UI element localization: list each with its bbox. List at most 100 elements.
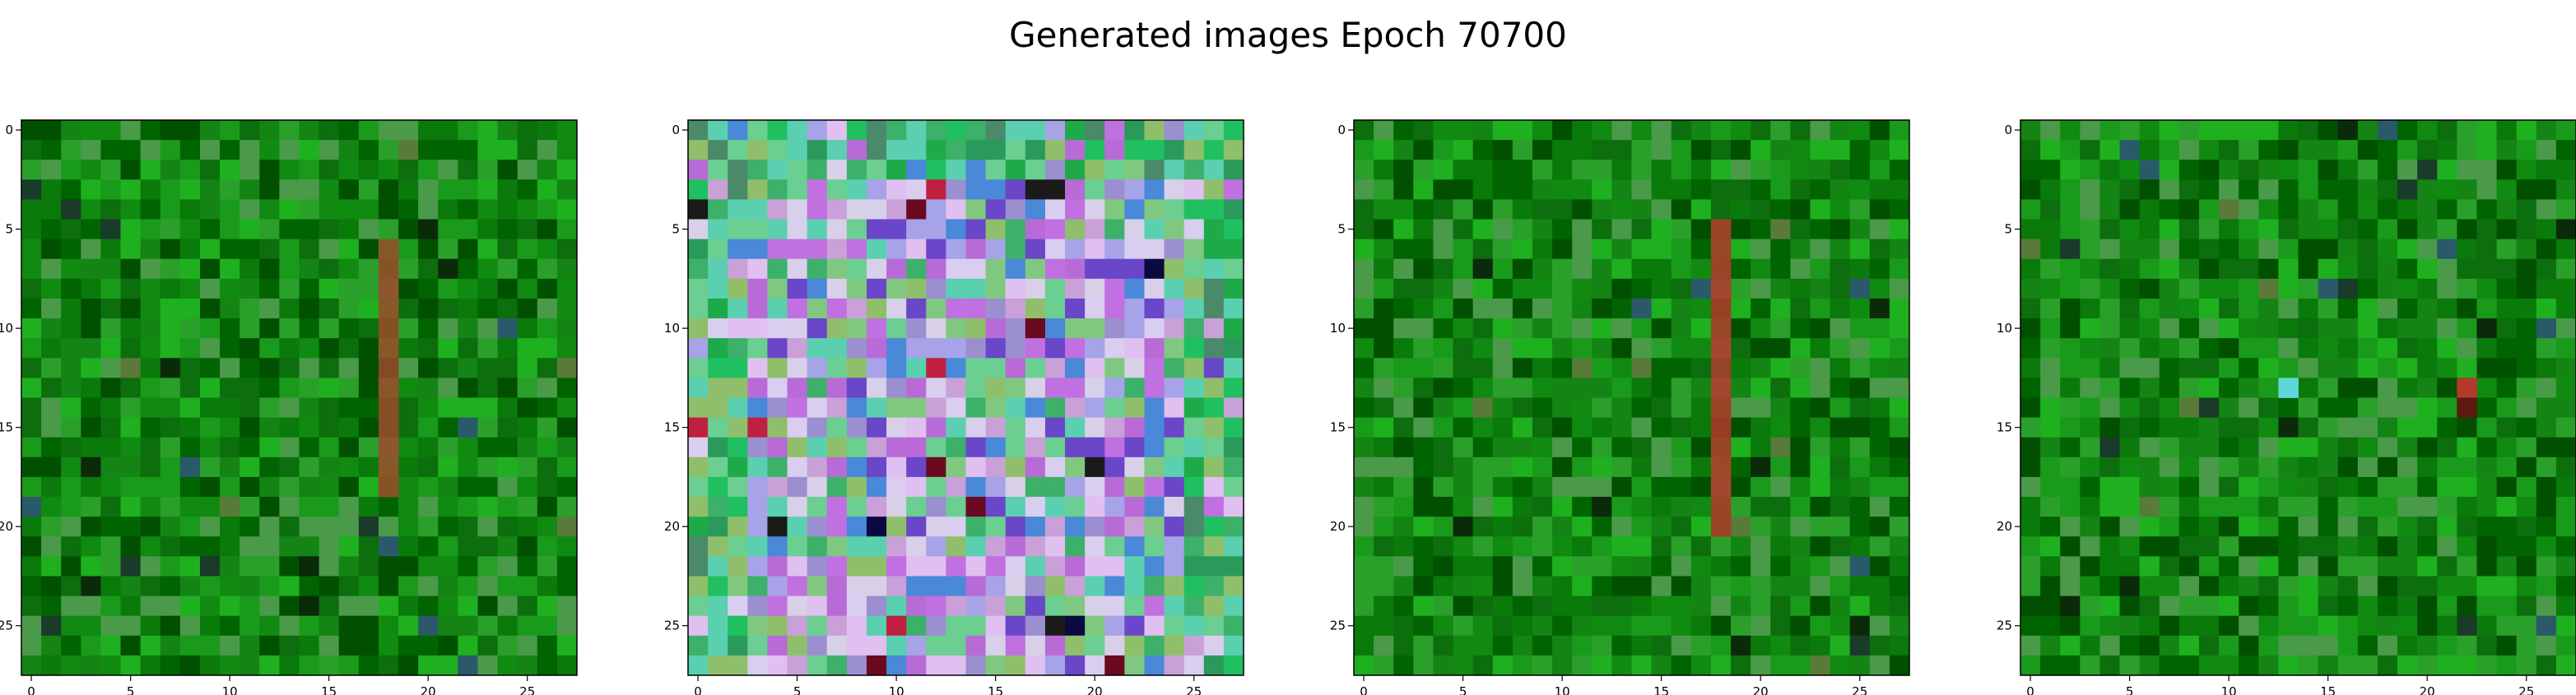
pixel	[2239, 258, 2259, 280]
pixel	[517, 179, 538, 200]
pixel	[438, 576, 458, 596]
pixel	[338, 615, 360, 637]
pixel	[1790, 199, 1811, 220]
pixel	[2377, 199, 2398, 220]
pixel	[1572, 358, 1593, 378]
pixel	[1104, 476, 1125, 498]
pixel	[965, 318, 987, 339]
pixel	[2397, 298, 2418, 319]
pixel	[2377, 239, 2398, 260]
pixel	[1770, 378, 1791, 398]
pixel	[1433, 278, 1453, 299]
pixel	[2139, 140, 2160, 160]
pixel	[239, 536, 260, 557]
pixel	[239, 437, 260, 458]
pixel	[438, 318, 458, 339]
pixel	[120, 338, 142, 359]
pixel	[1492, 378, 1514, 398]
pixel	[866, 517, 887, 537]
pixel	[438, 278, 458, 299]
pixel	[1005, 258, 1026, 280]
pixel	[556, 358, 578, 378]
pixel	[1065, 437, 1086, 458]
pixel	[2516, 655, 2537, 676]
pixel	[1631, 595, 1653, 617]
pixel	[1203, 437, 1225, 458]
pixel	[728, 120, 748, 141]
pixel	[1830, 120, 1851, 141]
pixel	[279, 219, 300, 240]
pixel	[1025, 655, 1046, 676]
pixel	[160, 318, 181, 339]
pixel	[1453, 615, 1474, 637]
pixel	[2417, 536, 2438, 557]
pixel	[728, 595, 748, 617]
pixel	[2060, 140, 2081, 160]
pixel	[1790, 437, 1811, 458]
pixel	[886, 318, 907, 339]
pixel	[886, 417, 907, 438]
pixel	[239, 179, 260, 200]
pixel	[2397, 378, 2418, 398]
pixel	[1751, 219, 1771, 240]
pixel	[2516, 298, 2537, 319]
pixel	[2337, 476, 2359, 498]
pixel	[688, 536, 709, 557]
pixel	[556, 199, 578, 220]
pixel	[1025, 576, 1046, 596]
pixel	[985, 655, 1007, 676]
pixel	[2536, 497, 2557, 517]
pixel	[1413, 338, 1434, 359]
pixel	[279, 199, 300, 220]
y-tick-label: 25	[1997, 619, 2012, 633]
pixel	[1164, 417, 1185, 438]
pixel	[2318, 219, 2339, 240]
pixel	[2278, 219, 2299, 240]
pixel	[826, 298, 848, 319]
pixel	[1223, 517, 1244, 537]
pixel	[179, 655, 201, 676]
pixel	[338, 437, 360, 458]
pixel	[21, 199, 42, 220]
pixel	[1512, 120, 1533, 141]
pixel	[1044, 476, 1066, 498]
pixel	[2198, 556, 2220, 577]
pixel	[1085, 517, 1105, 537]
pixel	[1025, 358, 1046, 378]
pixel	[1770, 219, 1791, 240]
pixel	[438, 437, 458, 458]
pixel	[279, 258, 300, 280]
pixel	[2516, 179, 2537, 200]
pixel	[1631, 160, 1653, 180]
x-tick-label: 20	[1753, 684, 1769, 695]
pixel	[926, 655, 946, 676]
pixel	[826, 120, 848, 141]
pixel	[2198, 199, 2220, 220]
pixel	[2159, 219, 2180, 240]
pixel	[1869, 576, 1890, 596]
pixel	[220, 456, 240, 478]
pixel	[807, 219, 828, 240]
pixel	[2337, 655, 2359, 676]
pixel	[2457, 497, 2477, 517]
pixel	[2496, 655, 2518, 676]
pixel	[2020, 378, 2041, 398]
pixel	[1889, 358, 1910, 378]
pixel	[458, 179, 478, 200]
pixel	[1889, 556, 1910, 577]
pixel	[1453, 199, 1474, 220]
pixel	[2020, 140, 2041, 160]
pixel	[1869, 417, 1890, 438]
pixel	[1611, 199, 1632, 220]
pixel	[1869, 378, 1890, 398]
pixel	[1830, 595, 1851, 617]
pixel	[1611, 417, 1632, 438]
y-tick-label: 10	[1997, 321, 2012, 336]
pixel	[728, 199, 748, 220]
pixel	[728, 338, 748, 359]
pixel	[1144, 655, 1165, 676]
pixel	[767, 140, 788, 160]
pixel	[179, 239, 201, 260]
pixel	[21, 179, 42, 200]
pixel	[2178, 199, 2200, 220]
